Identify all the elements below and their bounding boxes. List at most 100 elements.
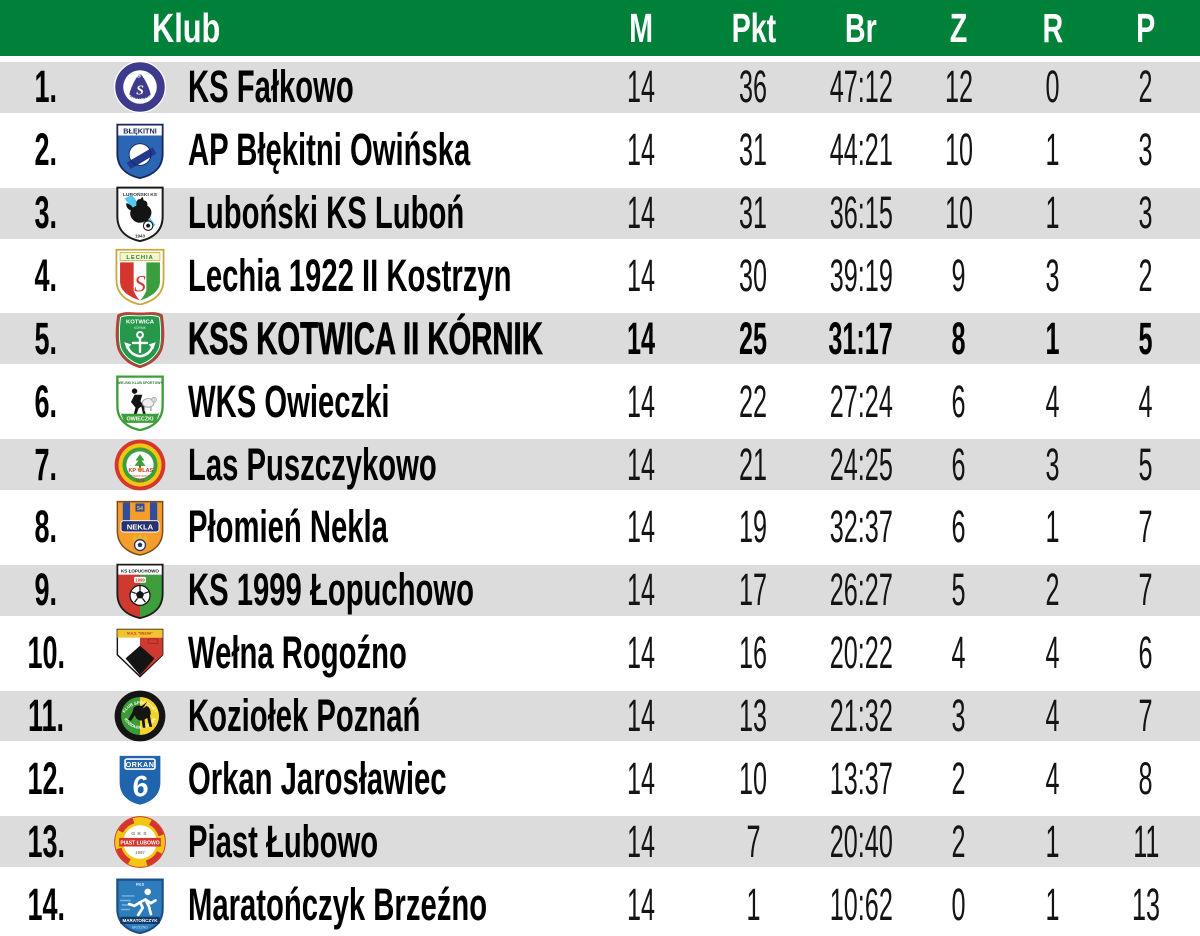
club-cell: Luboński KS Luboń <box>188 187 585 239</box>
goals-cell: 10:62 <box>810 879 912 931</box>
pos-cell: 9. <box>0 564 92 616</box>
losses-value: 4 <box>1138 375 1154 427</box>
matches-value: 14 <box>626 501 656 553</box>
club-cell: Koziołek Poznań <box>188 690 585 742</box>
goals-cell: 31:17 <box>810 313 912 365</box>
draws-value: 4 <box>1045 690 1060 742</box>
crest-cell <box>92 813 188 871</box>
position-number: 1. <box>34 61 58 113</box>
draws-value: 3 <box>1045 250 1060 301</box>
draws-cell: 1 <box>1006 124 1099 176</box>
matches-cell: 14 <box>585 439 697 491</box>
matches-cell: 14 <box>585 124 697 176</box>
table-row: 11. Koziołek Poznań 14 13 21:32 3 4 7 <box>0 684 1200 748</box>
position-number: 12. <box>27 752 65 804</box>
losses-cell: 2 <box>1099 250 1193 302</box>
header-cell-losses: P <box>1099 5 1193 52</box>
losses-cell: 5 <box>1099 313 1193 365</box>
goals-cell: 20:22 <box>810 627 912 679</box>
orkan-jaroslawiec-crest <box>111 750 169 808</box>
wins-value: 8 <box>951 312 967 364</box>
matches-value: 14 <box>626 438 656 490</box>
club-name: KS 1999 Łopuchowo <box>188 564 475 616</box>
position-number: 6. <box>34 375 58 427</box>
club-cell: Piast Łubowo <box>188 816 585 868</box>
position-number: 4. <box>34 250 58 301</box>
club-name: Luboński KS Luboń <box>188 187 465 239</box>
goals-value: 10:62 <box>829 878 893 930</box>
wins-value: 9 <box>951 250 967 301</box>
matches-cell: 14 <box>585 879 697 931</box>
points-cell: 30 <box>697 250 810 302</box>
table-row: 4. Lechia 1922 II Kostrzyn 14 30 39:19 9… <box>0 244 1200 308</box>
wins-value: 4 <box>951 627 967 679</box>
draws-value: 1 <box>1045 187 1060 239</box>
wins-cell: 8 <box>912 313 1006 365</box>
wins-cell: 4 <box>912 627 1006 679</box>
goals-cell: 24:25 <box>810 439 912 491</box>
points-cell: 19 <box>697 501 810 553</box>
wins-cell: 2 <box>912 816 1006 868</box>
matches-cell: 14 <box>585 187 697 239</box>
points-value: 10 <box>739 752 768 804</box>
wins-value: 3 <box>951 690 967 742</box>
losses-value: 7 <box>1138 564 1154 616</box>
ks-lopuchowo-crest <box>111 561 169 619</box>
losses-value: 2 <box>1138 61 1154 113</box>
goals-cell: 36:15 <box>810 187 912 239</box>
matches-value: 14 <box>626 187 656 239</box>
position-number: 13. <box>27 815 65 867</box>
wins-cell: 10 <box>912 187 1006 239</box>
goals-value: 36:15 <box>829 187 893 239</box>
points-cell: 13 <box>697 690 810 742</box>
losses-cell: 3 <box>1099 187 1193 239</box>
crest-cell <box>92 310 188 368</box>
goals-value: 44:21 <box>829 124 893 176</box>
draws-value: 1 <box>1045 501 1060 553</box>
wins-value: 2 <box>951 815 967 867</box>
matches-cell: 14 <box>585 690 697 742</box>
losses-value: 13 <box>1131 878 1161 930</box>
goals-cell: 44:21 <box>810 124 912 176</box>
draws-value: 1 <box>1045 124 1060 176</box>
points-cell: 10 <box>697 753 810 805</box>
goals-cell: 26:27 <box>810 564 912 616</box>
crest-cell <box>92 373 188 431</box>
losses-cell: 11 <box>1099 816 1193 868</box>
goals-value: 39:19 <box>829 250 893 301</box>
draws-cell: 1 <box>1006 501 1099 553</box>
losses-value: 3 <box>1138 187 1154 239</box>
draws-value: 4 <box>1045 627 1060 679</box>
matches-value: 14 <box>626 250 656 301</box>
crest-cell <box>92 876 188 934</box>
header-cell-wins: Z <box>912 5 1006 52</box>
matches-cell: 14 <box>585 376 697 428</box>
matches-value: 14 <box>626 752 656 804</box>
wins-cell: 0 <box>912 879 1006 931</box>
club-cell: Orkan Jarosławiec <box>188 753 585 805</box>
crest-cell <box>92 121 188 179</box>
draws-cell: 1 <box>1006 816 1099 868</box>
crest-cell <box>92 247 188 305</box>
points-cell: 36 <box>697 61 810 113</box>
points-cell: 31 <box>697 124 810 176</box>
draws-value: 1 <box>1045 878 1060 930</box>
table-row: 5. KSS KOTWICA II KÓRNIK 14 25 31:17 8 1… <box>0 307 1200 371</box>
wins-value: 2 <box>951 752 967 804</box>
blekitni-owinska-crest <box>111 121 169 179</box>
matches-value: 14 <box>626 878 656 930</box>
matches-value: 14 <box>626 690 656 742</box>
crest-cell <box>92 436 188 494</box>
draws-cell: 4 <box>1006 753 1099 805</box>
position-number: 8. <box>34 501 58 553</box>
losses-value: 7 <box>1138 690 1154 742</box>
club-name: Płomień Nekla <box>188 501 388 553</box>
ks-falkowo-crest <box>111 58 169 116</box>
table-row: 12. Orkan Jarosławiec 14 10 13:37 2 4 8 <box>0 747 1200 811</box>
points-value: 19 <box>739 501 768 553</box>
wins-cell: 6 <box>912 376 1006 428</box>
losses-value: 5 <box>1138 312 1154 364</box>
crest-cell <box>92 184 188 242</box>
welna-rogozno-crest <box>111 624 169 682</box>
wins-cell: 12 <box>912 61 1006 113</box>
